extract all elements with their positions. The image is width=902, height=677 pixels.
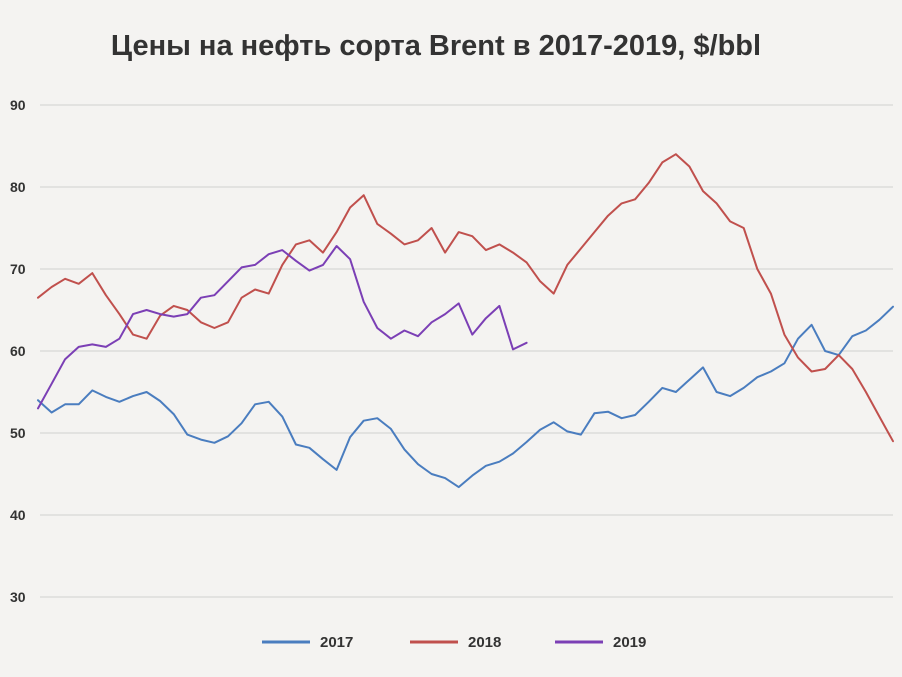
y-axis-tick-labels: 90 80 70 60 50 40 30 xyxy=(10,97,26,605)
y-tick-label: 40 xyxy=(10,507,26,523)
y-tick-label: 50 xyxy=(10,425,26,441)
series-lines xyxy=(37,153,894,489)
legend-label-2019: 2019 xyxy=(613,634,646,651)
legend-label-2017: 2017 xyxy=(320,634,353,651)
gridlines xyxy=(40,104,893,598)
y-tick-label: 80 xyxy=(10,179,26,195)
y-tick-label: 90 xyxy=(10,97,26,113)
y-tick-label: 30 xyxy=(10,589,26,605)
legend-label-2018: 2018 xyxy=(468,634,501,651)
series-line-2017 xyxy=(37,305,894,489)
series-line-2019 xyxy=(37,245,528,410)
legend: 2017 2018 2019 xyxy=(262,634,646,651)
chart-title: Цены на нефть сорта Brent в 2017-2019, $… xyxy=(111,30,761,62)
series-line-2018 xyxy=(37,153,894,443)
y-tick-label: 60 xyxy=(10,343,26,359)
y-tick-label: 70 xyxy=(10,261,26,277)
